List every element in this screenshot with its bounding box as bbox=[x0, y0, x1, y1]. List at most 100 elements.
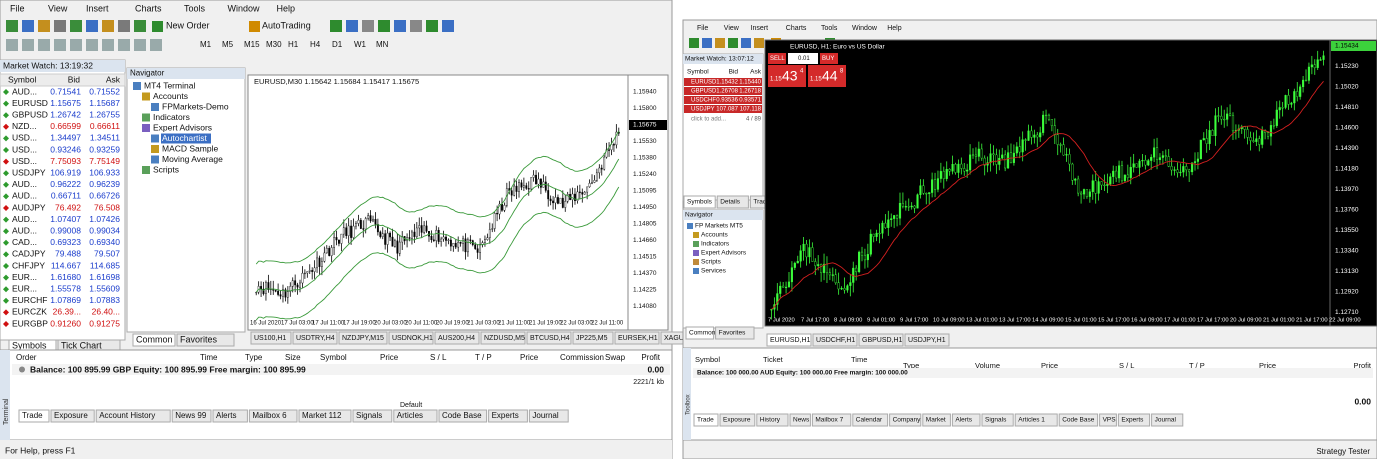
tab[interactable]: Exposure bbox=[723, 417, 751, 424]
tab[interactable]: Favorites bbox=[180, 334, 218, 344]
menu-item[interactable]: Help bbox=[887, 25, 902, 32]
toolbar-button[interactable]: AutoTrading bbox=[262, 20, 311, 30]
chart-tab[interactable]: EURSEK,H1 bbox=[618, 335, 658, 342]
label[interactable]: click to add... bbox=[691, 117, 726, 123]
tree-item[interactable]: Accounts bbox=[701, 232, 728, 239]
tab[interactable]: Common bbox=[689, 330, 716, 337]
tab[interactable]: VPS bbox=[1103, 417, 1117, 424]
menu-item[interactable]: File bbox=[697, 25, 708, 32]
tab[interactable]: Trade bbox=[22, 411, 43, 420]
tree-item[interactable]: MACD Sample bbox=[162, 143, 218, 153]
price-label: 1.13760 bbox=[1335, 207, 1359, 214]
tab[interactable]: Common bbox=[136, 334, 173, 344]
tree-item[interactable]: Indicators bbox=[701, 241, 730, 248]
timeframe[interactable]: W1 bbox=[354, 40, 367, 49]
tab[interactable]: Articles bbox=[397, 411, 423, 420]
menu-item[interactable]: Insert bbox=[86, 3, 109, 13]
timeframe[interactable]: M30 bbox=[266, 40, 282, 49]
tab[interactable]: News bbox=[793, 417, 810, 424]
menu-item[interactable]: Help bbox=[277, 3, 296, 13]
timeframe[interactable]: D1 bbox=[332, 40, 343, 49]
chart-tab[interactable]: USDTRY,H4 bbox=[296, 335, 335, 342]
chart-tab[interactable]: JP225,M5 bbox=[576, 335, 608, 342]
tab[interactable]: Journal bbox=[1155, 417, 1177, 424]
menu-item[interactable]: View bbox=[48, 3, 68, 13]
tab[interactable]: Alerts bbox=[216, 411, 236, 420]
chart-tab[interactable]: USDJPY,H1 bbox=[908, 337, 946, 344]
tab[interactable]: Account History bbox=[99, 411, 155, 420]
tree-item[interactable]: Expert Advisors bbox=[153, 122, 212, 132]
tree-item[interactable]: FP Markets MT5 bbox=[695, 223, 743, 230]
panel-title bbox=[683, 210, 763, 220]
tree-item[interactable]: Moving Average bbox=[162, 154, 223, 164]
chart-tab[interactable]: BTCUSD,H4 bbox=[530, 335, 570, 342]
menu-item[interactable]: Tools bbox=[821, 25, 838, 32]
tree-item[interactable]: FPMarkets-Demo bbox=[162, 101, 229, 111]
tree-item[interactable]: Scripts bbox=[153, 164, 179, 174]
chart-tab[interactable]: NZDUSD,M5 bbox=[484, 335, 525, 342]
tab[interactable]: Company bbox=[893, 417, 922, 424]
tab[interactable]: Code Base bbox=[442, 411, 482, 420]
tab[interactable]: Symbols bbox=[12, 340, 47, 350]
tree-item[interactable]: Expert Advisors bbox=[701, 250, 747, 257]
tab[interactable]: News 99 bbox=[175, 411, 207, 420]
tab[interactable]: Code Base bbox=[1062, 417, 1095, 424]
tree-item[interactable]: Accounts bbox=[153, 91, 188, 101]
label: 0.66599 bbox=[50, 121, 81, 131]
tree-item[interactable]: Scripts bbox=[701, 259, 722, 266]
menu-item[interactable]: Window bbox=[228, 3, 261, 13]
menu-item[interactable]: Insert bbox=[751, 25, 769, 32]
tab[interactable]: Signals bbox=[985, 417, 1007, 424]
tab[interactable]: Trading bbox=[753, 199, 775, 206]
menu-item[interactable]: File bbox=[10, 3, 25, 13]
sell-button[interactable]: SELL bbox=[770, 56, 785, 62]
tab[interactable]: History bbox=[760, 417, 781, 424]
tab[interactable]: Mailbox 7 bbox=[815, 417, 843, 424]
tab[interactable]: Market bbox=[926, 417, 946, 424]
tab[interactable]: Exposure bbox=[54, 411, 88, 420]
chart-tab[interactable]: GBPUSD,H1 bbox=[862, 337, 903, 344]
chart-tab[interactable]: AUS200,H4 bbox=[438, 335, 475, 342]
buy-button[interactable]: BUY bbox=[822, 56, 834, 62]
tab[interactable]: Signals bbox=[356, 411, 382, 420]
chart-tab[interactable]: US100,H1 bbox=[254, 335, 286, 342]
menu-item[interactable]: Tools bbox=[184, 3, 206, 13]
timeframe[interactable]: M15 bbox=[244, 40, 260, 49]
chart-tab[interactable]: NZDJPY,M15 bbox=[342, 335, 384, 342]
tab[interactable]: Experts bbox=[1121, 417, 1144, 424]
lot-input[interactable]: 0.01 bbox=[798, 56, 810, 62]
timeframe[interactable]: H1 bbox=[288, 40, 299, 49]
menu-item[interactable]: Charts bbox=[135, 3, 162, 13]
menu-item[interactable]: Charts bbox=[786, 25, 807, 32]
candle-body bbox=[313, 267, 316, 272]
tab[interactable]: Alerts bbox=[955, 417, 972, 424]
timeframe[interactable]: MN bbox=[376, 40, 389, 49]
tab[interactable]: Mailbox 6 bbox=[252, 411, 287, 420]
chart-tab[interactable]: USDNOK,H1 bbox=[392, 335, 433, 342]
tab[interactable]: Experts bbox=[492, 411, 519, 420]
timeframe[interactable]: M1 bbox=[200, 40, 212, 49]
tree-item[interactable]: Indicators bbox=[153, 112, 190, 122]
chart-tab[interactable]: USDCHF,H1 bbox=[816, 337, 855, 344]
timeframe[interactable]: M5 bbox=[222, 40, 234, 49]
toolbar-icon bbox=[362, 20, 374, 32]
toolbar-button[interactable]: New Order bbox=[166, 20, 210, 30]
timeframe[interactable]: H4 bbox=[310, 40, 321, 49]
tab[interactable]: Favorites bbox=[719, 330, 746, 337]
tab[interactable]: Details bbox=[720, 199, 741, 206]
tab[interactable]: Market 112 bbox=[302, 411, 342, 420]
tab[interactable]: Articles 1 bbox=[1018, 417, 1045, 424]
tab[interactable]: Journal bbox=[532, 411, 558, 420]
status-button[interactable]: Strategy Tester bbox=[1316, 447, 1370, 456]
tab[interactable]: Trade bbox=[697, 417, 714, 424]
trend-icon bbox=[3, 321, 9, 327]
chart-tab[interactable]: EURUSD,H1 bbox=[770, 337, 811, 344]
tab[interactable]: Symbols bbox=[687, 199, 713, 206]
tab[interactable]: Calendar bbox=[856, 417, 883, 424]
menu-item[interactable]: View bbox=[724, 25, 740, 32]
tree-item[interactable]: MT4 Terminal bbox=[144, 80, 195, 90]
menu-item[interactable]: Window bbox=[852, 25, 878, 32]
tree-item[interactable]: Services bbox=[701, 268, 727, 275]
tab[interactable]: Tick Chart bbox=[61, 340, 102, 350]
tree-item[interactable]: Autochartist bbox=[162, 133, 208, 143]
